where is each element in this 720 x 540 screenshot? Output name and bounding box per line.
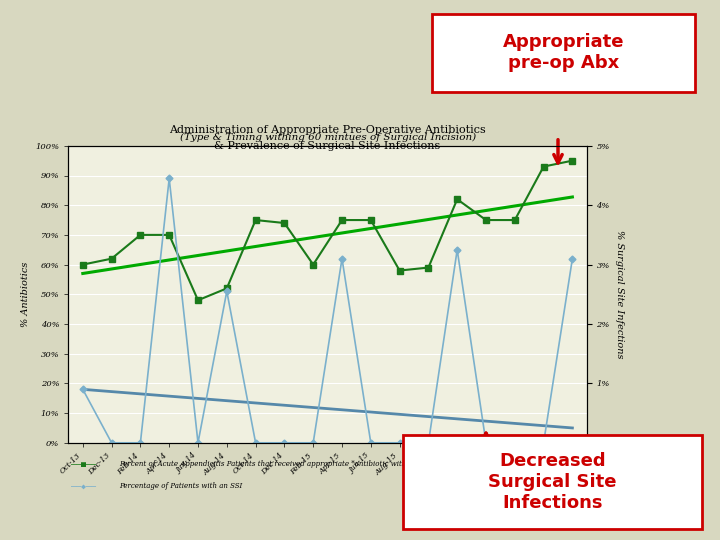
Text: (Type & Timing withing 60 mintues of Surgical Incision): (Type & Timing withing 60 mintues of Sur… <box>179 133 476 142</box>
Y-axis label: % Antibiotics: % Antibiotics <box>21 261 30 327</box>
Text: Percent of Acute Appendicitis Patients that received appropriate *antibiotic wit: Percent of Acute Appendicitis Patients t… <box>119 461 525 468</box>
Y-axis label: % Surgical Site Infections: % Surgical Site Infections <box>615 230 624 359</box>
Text: & Prevalence of Surgical Site Infections: & Prevalence of Surgical Site Infections <box>215 141 441 151</box>
Text: Decreased
Surgical Site
Infections: Decreased Surgical Site Infections <box>488 452 617 512</box>
Text: Administration of Appropriate Pre-Operative Antibiotics: Administration of Appropriate Pre-Operat… <box>169 125 486 134</box>
Text: ——■——: ——■—— <box>71 460 96 469</box>
Text: Percentage of Patients with an SSI: Percentage of Patients with an SSI <box>119 482 242 490</box>
Text: ——◆——: ——◆—— <box>71 482 96 490</box>
Text: Appropriate
pre-op Abx: Appropriate pre-op Abx <box>503 33 624 72</box>
